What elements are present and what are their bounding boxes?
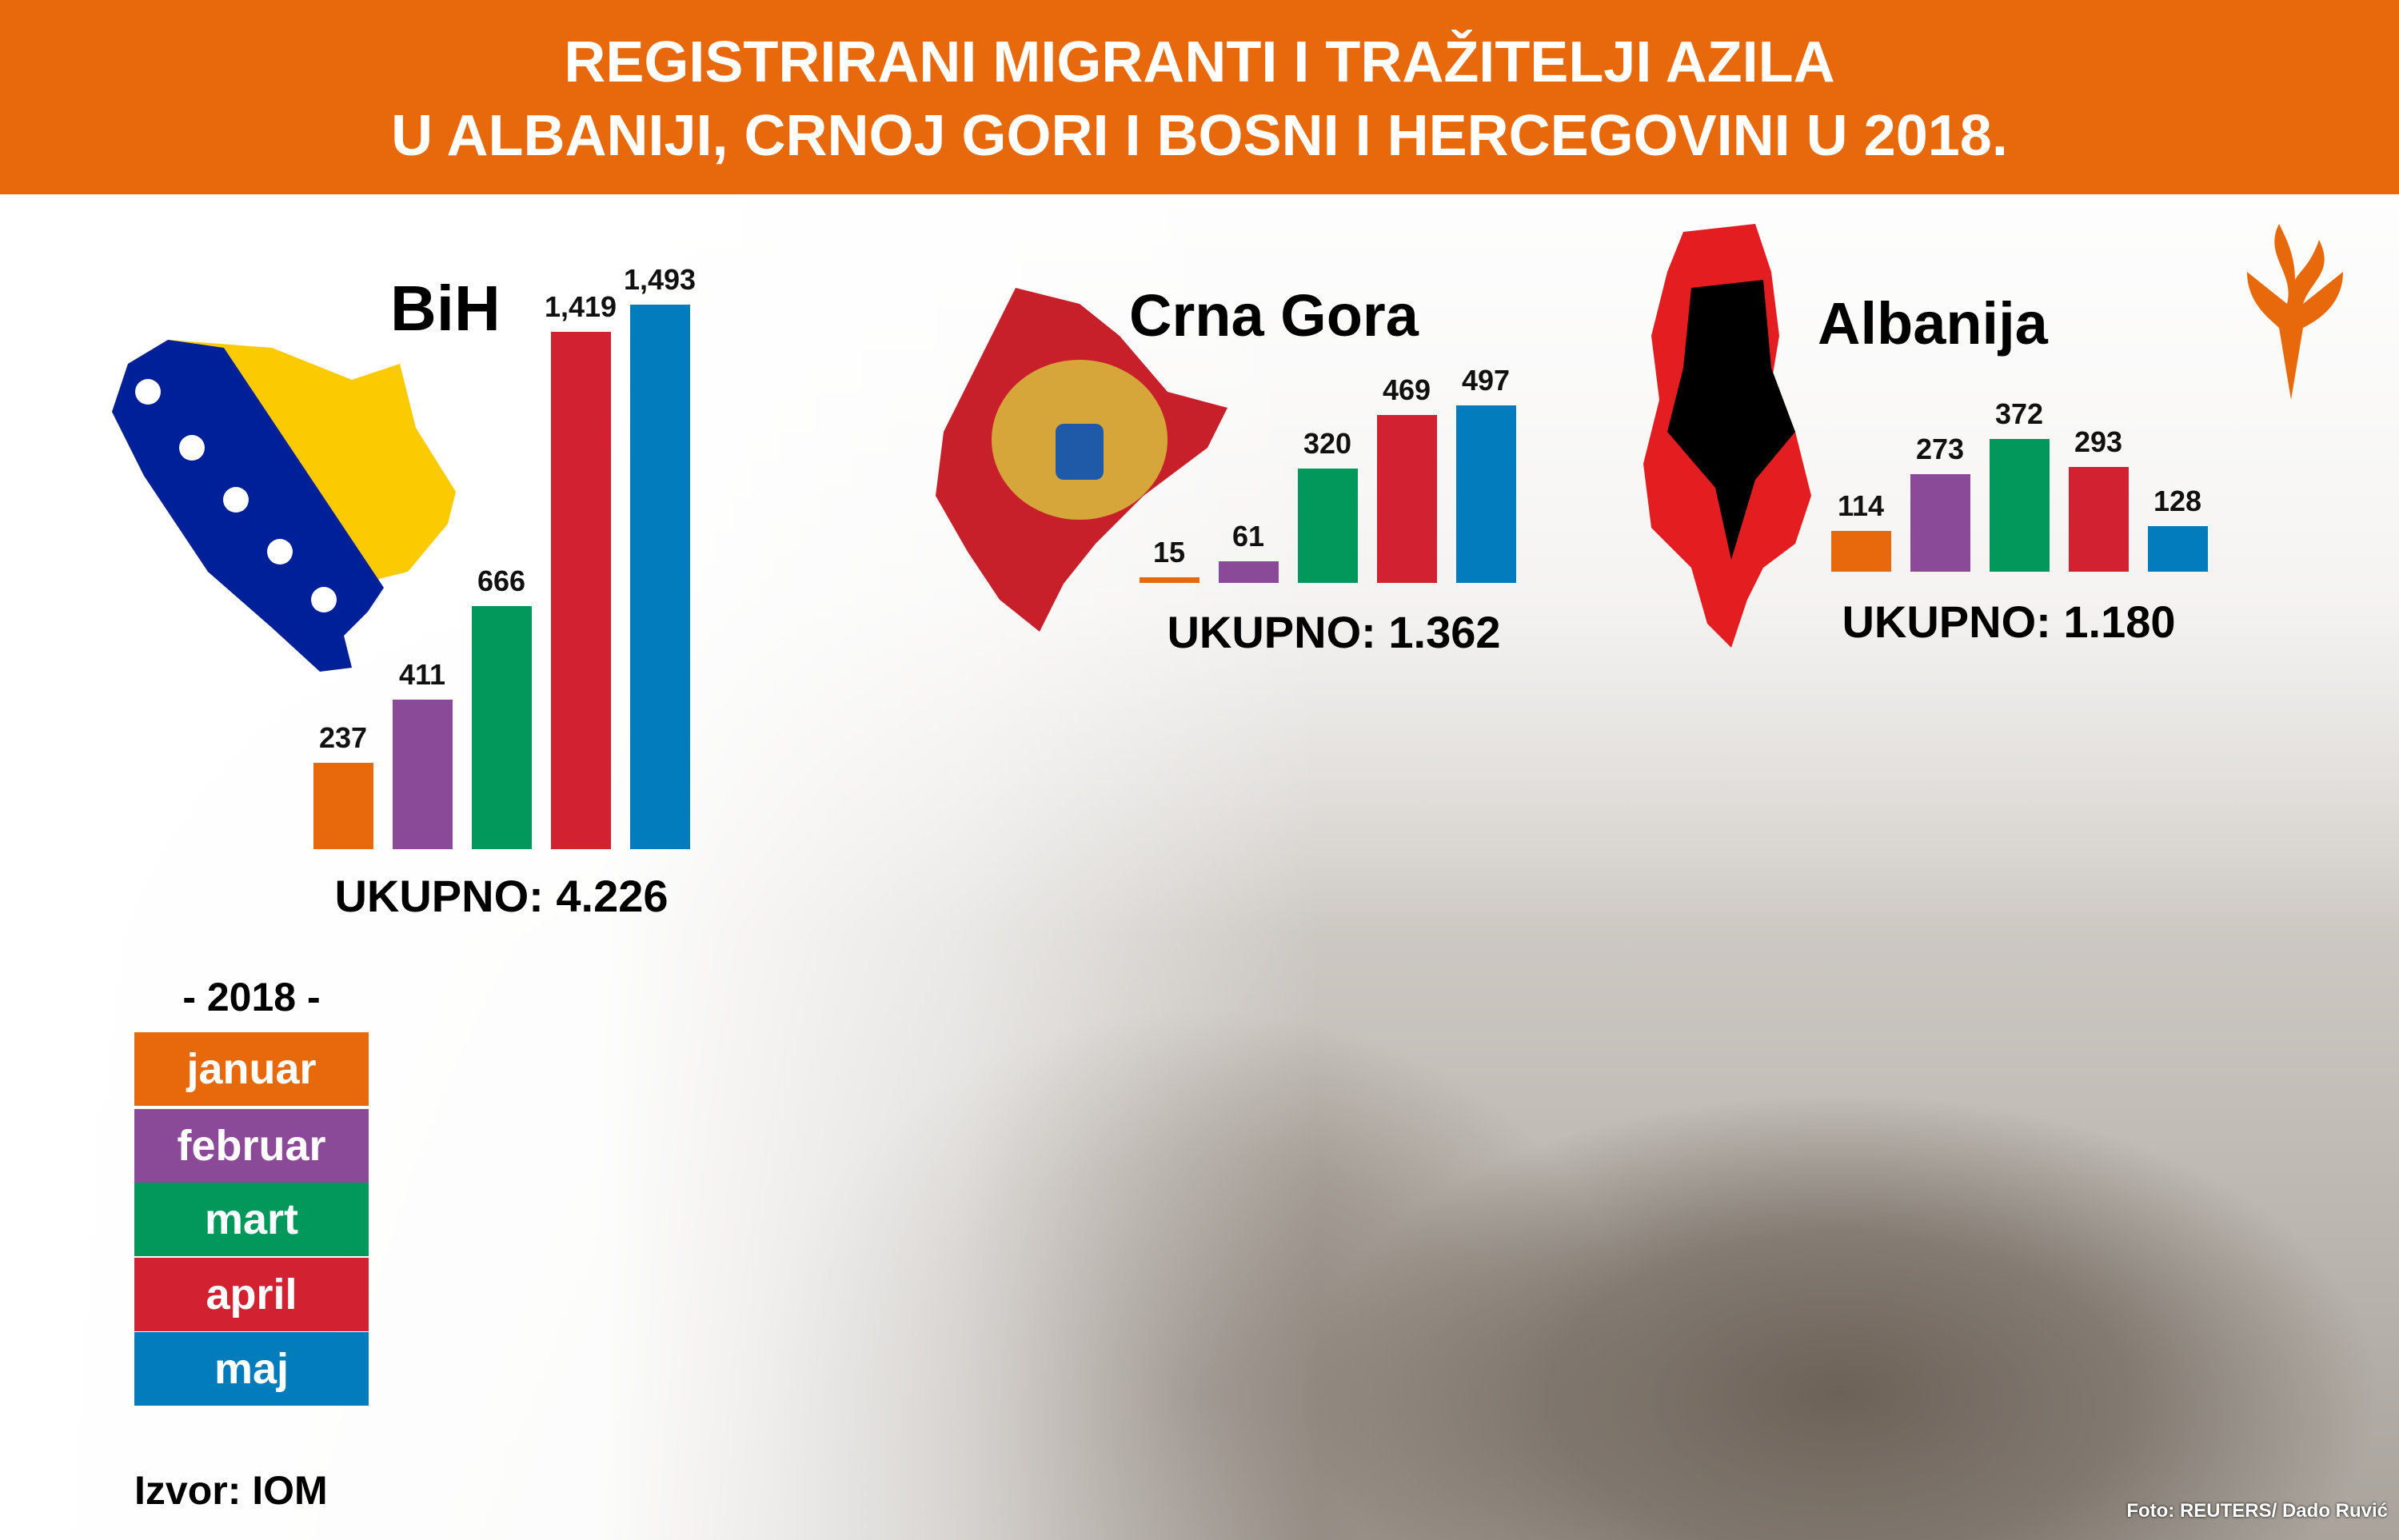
chart-title: Albanija xyxy=(1818,290,2048,357)
title-banner: REGISTRIRANI MIGRANTI I TRAŽITELJI AZILA… xyxy=(0,0,2399,194)
bar-januar xyxy=(313,762,373,849)
bar-april xyxy=(2069,467,2129,572)
bosnia-flag-map-icon xyxy=(112,340,456,672)
total-label: UKUPNO: 4.226 xyxy=(334,871,669,921)
total-label: UKUPNO: 1.362 xyxy=(1167,607,1501,657)
bar-mart xyxy=(472,606,532,849)
legend-year: - 2018 - xyxy=(182,975,321,1019)
source-label: Izvor: IOM xyxy=(134,1468,328,1513)
data-label: 61 xyxy=(1231,519,1265,553)
bar-april xyxy=(1377,415,1437,583)
chart-title: BiH xyxy=(390,273,501,344)
data-label: 293 xyxy=(2074,425,2123,459)
bar-februar xyxy=(1910,474,1970,572)
bar-februar xyxy=(1219,561,1279,583)
data-label: 411 xyxy=(398,657,446,691)
rfe-torch-logo-icon xyxy=(2247,224,2343,400)
bar-maj xyxy=(1456,405,1516,583)
data-label: 1,493 xyxy=(623,263,697,297)
legend-maj: maj xyxy=(134,1332,369,1406)
data-label: 372 xyxy=(1994,397,2044,431)
bar-januar xyxy=(1140,577,1200,583)
data-label: 320 xyxy=(1303,426,1352,460)
bar-januar xyxy=(1831,531,1891,572)
data-label: 666 xyxy=(477,565,526,598)
bar-maj xyxy=(630,305,690,849)
title-line-1: REGISTRIRANI MIGRANTI I TRAŽITELJI AZILA xyxy=(564,30,1835,94)
bar-maj xyxy=(2148,525,2208,572)
data-label: 128 xyxy=(2153,484,2202,517)
data-label: 497 xyxy=(1461,363,1511,397)
legend-april: april xyxy=(134,1258,369,1331)
montenegro-flag-map-icon xyxy=(936,288,1227,632)
data-label: 114 xyxy=(1837,489,1885,523)
legend-mart: mart xyxy=(134,1183,369,1256)
photo-credit: Foto: REUTERS/ Dado Ruvić xyxy=(2126,1500,2388,1522)
data-label: 15 xyxy=(1152,536,1186,569)
bar-februar xyxy=(393,699,453,849)
bar-mart xyxy=(1990,439,2050,572)
legend-februar: februar xyxy=(134,1109,369,1183)
legend-januar: januar xyxy=(134,1032,369,1106)
chart-title: Crna Gora xyxy=(1129,282,1419,349)
title-line-2: U ALBANIJI, CRNOJ GORI I BOSNI I HERCEGO… xyxy=(391,104,2008,168)
data-label: 1,419 xyxy=(544,289,617,323)
albania-flag-map-icon xyxy=(1643,224,1811,648)
data-label: 237 xyxy=(318,720,368,754)
bar-mart xyxy=(1298,468,1358,583)
data-label: 273 xyxy=(1915,433,1965,466)
total-label: UKUPNO: 1.180 xyxy=(1842,596,2176,647)
bar-april xyxy=(551,331,611,849)
data-label: 469 xyxy=(1382,373,1431,407)
